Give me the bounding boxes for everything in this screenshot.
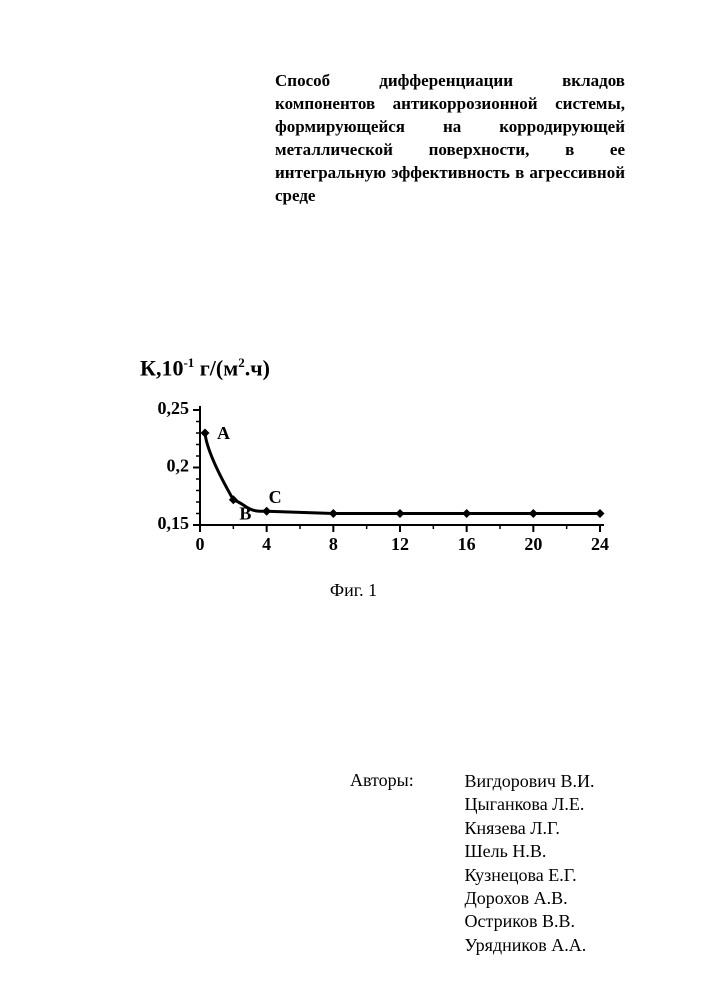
data-marker (396, 509, 405, 518)
document-title: Способ дифференциации вкладов компоненто… (275, 70, 625, 208)
x-tick-label: 16 (458, 534, 476, 554)
y-axis-label-exp: -1 (183, 355, 194, 370)
data-marker (329, 509, 338, 518)
author-name: Кузнецова Е.Г. (465, 864, 595, 887)
x-tick-label: 8 (329, 534, 338, 554)
data-marker (462, 509, 471, 518)
author-name: Цыганкова Л.Е. (465, 793, 595, 816)
x-tick-label: 12 (391, 534, 409, 554)
data-marker (201, 429, 210, 438)
y-tick-label: 0,2 (167, 456, 190, 476)
data-marker (262, 507, 271, 516)
page: Способ дифференциации вкладов компоненто… (0, 0, 707, 1000)
y-tick-label: 0,15 (158, 513, 190, 533)
authors-list: Вигдорович В.И.Цыганкова Л.Е.Князева Л.Г… (465, 770, 595, 957)
x-tick-label: 4 (262, 534, 271, 554)
x-tick-label: 20 (524, 534, 542, 554)
data-point-label: A (217, 423, 230, 443)
chart-svg: 0,150,20,2504812162024τ, чABC (140, 400, 610, 560)
y-axis-label-suffix: .ч) (245, 355, 270, 380)
figure-caption: Фиг. 1 (0, 580, 707, 601)
x-tick-label: 24 (591, 534, 609, 554)
y-tick-label: 0,25 (158, 400, 190, 418)
author-name: Вигдорович В.И. (465, 770, 595, 793)
y-axis-label-prefix: К,10 (140, 355, 183, 380)
data-marker (596, 509, 605, 518)
y-axis-label-mid: г/(м (194, 355, 238, 380)
author-name: Дорохов А.В. (465, 887, 595, 910)
author-name: Урядников А.А. (465, 934, 595, 957)
author-name: Остриков В.В. (465, 910, 595, 933)
data-marker (529, 509, 538, 518)
data-point-label: C (269, 487, 282, 507)
data-line (205, 433, 600, 514)
authors-block: Авторы: Вигдорович В.И.Цыганкова Л.Е.Кня… (350, 770, 594, 957)
corrosion-rate-chart: 0,150,20,2504812162024τ, чABC (140, 400, 610, 560)
authors-label: Авторы: (350, 770, 460, 791)
data-point-label: B (239, 504, 251, 524)
y-axis-label: К,10-1 г/(м2.ч) (140, 355, 270, 381)
x-tick-label: 0 (196, 534, 205, 554)
author-name: Князева Л.Г. (465, 817, 595, 840)
author-name: Шель Н.В. (465, 840, 595, 863)
